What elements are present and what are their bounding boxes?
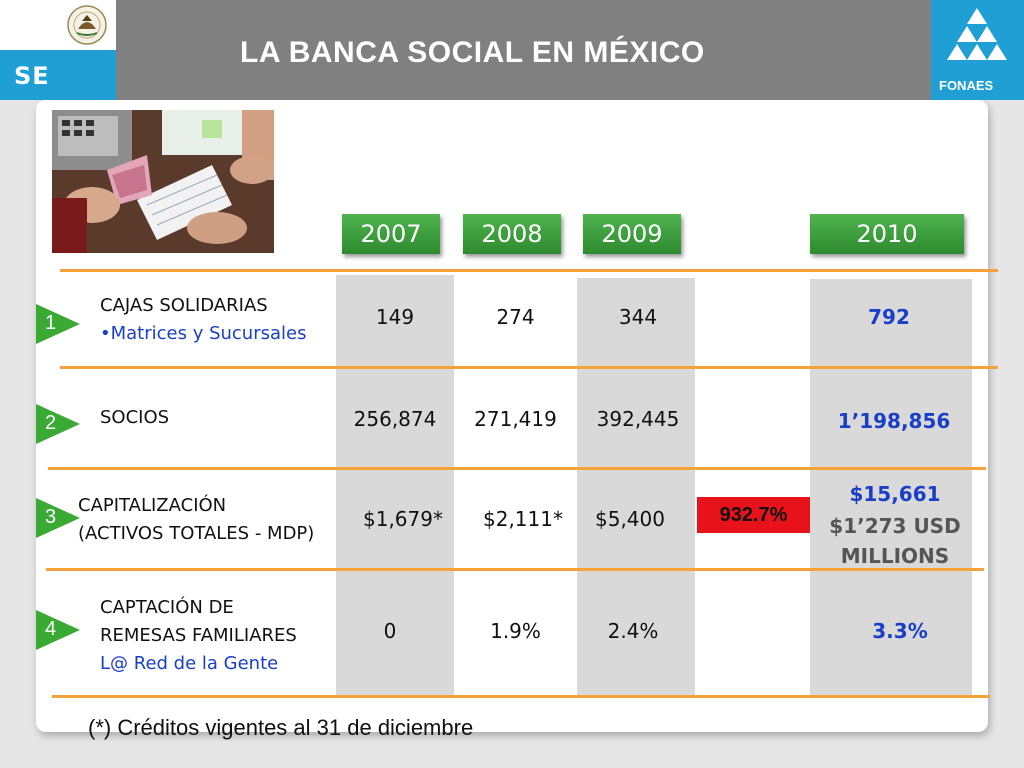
page-title: LA BANCA SOCIAL EN MÉXICO [240,36,705,69]
row-1-value-2010: 792 [868,305,910,329]
row-3-value-2010-unit: MILLIONS [840,544,950,568]
row-1-label-line1: CAJAS SOLIDARIAS [100,295,268,316]
row-1-number: 1 [45,312,57,334]
fonaes-logo-text: FONAES [939,78,994,93]
row-3-value-2010-usd: $1’273 USD [829,514,961,538]
row-4-arrow-icon [36,610,80,650]
capitalization-growth-badge: 932.7% [697,497,810,533]
row-2-value-2009: 392,445 [596,407,680,431]
row-4-value-2009: 2.4% [607,619,659,643]
row-3-label-line1: CAPITALIZACIÓN [78,495,227,516]
row-1-label-line2: •Matrices y Sucursales [100,323,307,344]
row-2-value-2010: 1’198,856 [837,409,951,433]
row-2-number: 2 [45,412,57,434]
row-4-value-2007: 0 [383,619,397,643]
row-2-label: SOCIOS [100,407,170,428]
year-2008-button[interactable]: 2008 [463,214,561,254]
year-2010-button[interactable]: 2010 [810,214,964,254]
header-banner [0,0,1024,100]
divider-line [46,568,984,571]
row-1-value-2008: 274 [496,305,535,329]
row-1-label: CAJAS SOLIDARIAS •Matrices y Sucursales [100,292,306,348]
row-3-value-2009: $5,400 [595,507,665,531]
row-4-value-2008: 1.9% [490,619,541,643]
se-logo-text: SE [14,62,50,90]
row-1-value-2009: 344 [618,305,658,329]
row-4-label-line2: REMESAS FAMILIARES [100,625,297,646]
row-3-value-2008: $2,111* [483,507,563,531]
row-4-value-2010: 3.3% [872,619,928,643]
row-4-label-line1: CAPTACIÓN DE [100,597,234,618]
footnote: (*) Créditos vigentes al 31 de diciembre [88,715,474,740]
column-2007 [336,275,454,695]
row-2-value-2007: 256,874 [353,407,437,431]
row-1-arrow-icon [36,304,80,344]
row-4-number: 4 [45,618,57,640]
se-logo-strip [0,50,116,100]
divider-line [52,695,990,698]
row-4-label-line3: L@ Red de la Gente [100,653,279,674]
row-2-value-2008: 271,419 [474,407,557,431]
divider-line [60,366,998,369]
row-4-label: CAPTACIÓN DE REMESAS FAMILIARES L@ Red d… [100,594,297,678]
divider-line [48,467,986,470]
row-3-label-line2: (ACTIVOS TOTALES - MDP) [78,523,315,544]
divider-line [60,269,998,272]
row-2-arrow-icon [36,404,80,444]
cash-counting-photo [52,110,274,253]
row-3-arrow-icon [36,498,80,538]
row-1-value-2007: 149 [375,305,415,329]
year-2007-button[interactable]: 2007 [342,214,440,254]
row-3-value-2010: $15,661 [849,482,941,506]
fonaes-triangles-icon [947,8,1007,60]
year-2009-button[interactable]: 2009 [583,214,681,254]
column-2009 [577,278,695,695]
row-3-value-2007: $1,679* [363,507,443,531]
row-3-number: 3 [45,506,57,528]
mexico-seal-icon [67,5,107,45]
row-3-label: CAPITALIZACIÓN (ACTIVOS TOTALES - MDP) [78,492,314,548]
column-2010 [810,279,972,695]
